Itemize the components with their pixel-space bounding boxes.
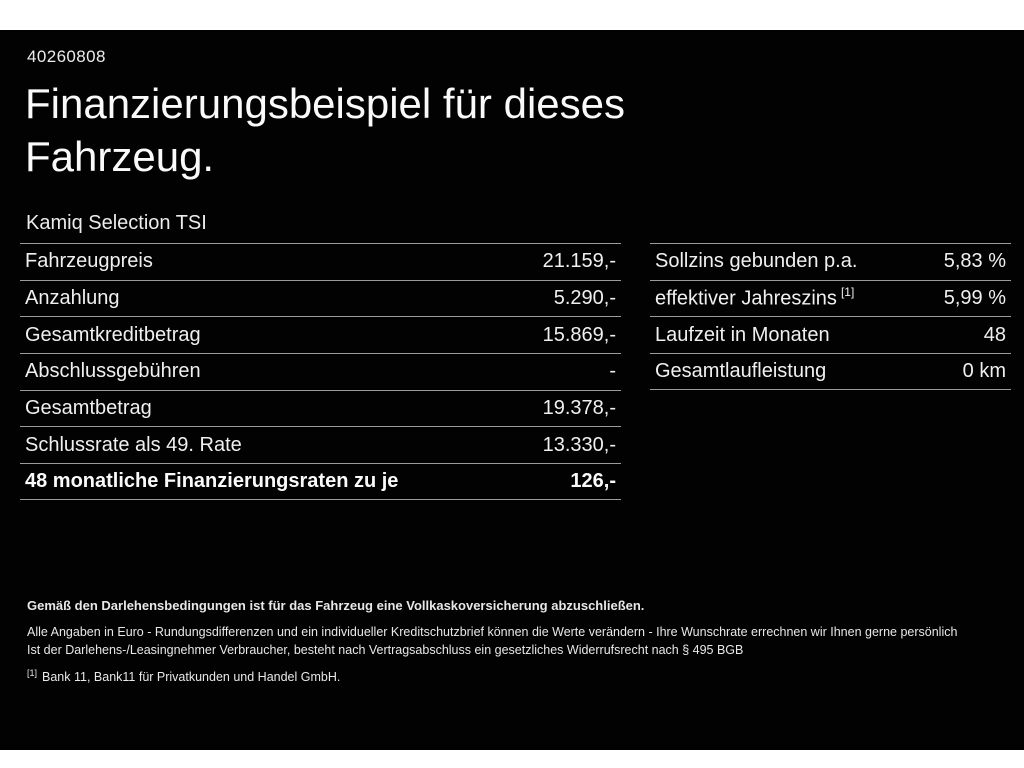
- row-value: 126,-: [570, 469, 616, 492]
- row-label: 48 monatliche Finanzierungsraten zu je: [25, 469, 399, 492]
- row-effektiver-jahreszins: effektiver Jahreszins [1] 5,99 %: [650, 279, 1011, 317]
- row-value: 21.159,-: [542, 250, 616, 273]
- page-title-line2: Fahrzeug.: [25, 133, 215, 180]
- disclaimer-line-1: Alle Angaben in Euro - Rundungsdifferenz…: [27, 625, 958, 639]
- financing-example-panel: 40260808 Finanzierungsbeispiel für diese…: [0, 30, 1024, 750]
- row-laufzeit: Laufzeit in Monaten 48: [650, 316, 1011, 353]
- row-value: 0 km: [962, 359, 1006, 382]
- row-value: 15.869,-: [542, 323, 616, 346]
- row-value: 5,83 %: [943, 250, 1006, 273]
- row-sollzins: Sollzins gebunden p.a. 5,83 %: [650, 243, 1011, 280]
- row-value: 48: [983, 323, 1006, 346]
- page-title: Finanzierungsbeispiel für dieses Fahrzeu…: [25, 77, 625, 183]
- row-label: Abschlussgebühren: [25, 360, 201, 383]
- offer-id: 40260808: [27, 47, 106, 66]
- row-label-text: effektiver Jahreszins: [655, 287, 837, 310]
- row-label: Schlussrate als 49. Rate: [25, 433, 242, 456]
- footer-disclaimer: Gemäß den Darlehensbedingungen ist für d…: [27, 598, 992, 684]
- footnote-marker: [1]: [27, 668, 38, 678]
- row-label: Anzahlung: [25, 287, 120, 310]
- row-value: 5,99 %: [943, 287, 1006, 310]
- row-label: Gesamtkreditbetrag: [25, 323, 201, 346]
- vehicle-model: Kamiq Selection TSI: [26, 212, 207, 234]
- row-label: Gesamtlaufleistung: [655, 359, 827, 382]
- conditions-table: Sollzins gebunden p.a. 5,83 % effektiver…: [650, 243, 1011, 390]
- bank-footnote: [1] Bank 11, Bank11 für Privatkunden und …: [27, 668, 992, 684]
- row-value: -: [609, 360, 616, 383]
- row-gesamtbetrag: Gesamtbetrag 19.378,-: [20, 389, 621, 427]
- row-label: Sollzins gebunden p.a.: [655, 250, 858, 273]
- row-label: Fahrzeugpreis: [25, 250, 153, 273]
- row-label: Laufzeit in Monaten: [655, 323, 830, 346]
- row-value: 13.330,-: [542, 433, 616, 456]
- row-gesamtkreditbetrag: Gesamtkreditbetrag 15.869,-: [20, 316, 621, 353]
- footnote-text: Bank 11, Bank11 für Privatkunden und Han…: [42, 670, 341, 685]
- row-fahrzeugpreis: Fahrzeugpreis 21.159,-: [20, 243, 621, 280]
- row-label: effektiver Jahreszins [1]: [655, 285, 855, 311]
- insurance-notice: Gemäß den Darlehensbedingungen ist für d…: [27, 598, 645, 613]
- row-anzahlung: Anzahlung 5.290,-: [20, 279, 621, 317]
- row-value: 19.378,-: [542, 397, 616, 420]
- financing-table: Fahrzeugpreis 21.159,- Anzahlung 5.290,-…: [20, 243, 621, 500]
- footnote-reference: [1]: [840, 285, 855, 300]
- row-abschlussgebuehren: Abschlussgebühren -: [20, 353, 621, 390]
- disclaimer-line-2: Ist der Darlehens-/Leasingnehmer Verbrau…: [27, 643, 744, 657]
- row-label: Gesamtbetrag: [25, 397, 152, 420]
- row-schlussrate: Schlussrate als 49. Rate 13.330,-: [20, 426, 621, 463]
- row-gesamtlaufleistung: Gesamtlaufleistung 0 km: [650, 353, 1011, 390]
- page-title-line1: Finanzierungsbeispiel für dieses: [25, 80, 625, 127]
- row-value: 5.290,-: [553, 287, 616, 310]
- row-monatsrate: 48 monatliche Finanzierungsraten zu je 1…: [20, 463, 621, 500]
